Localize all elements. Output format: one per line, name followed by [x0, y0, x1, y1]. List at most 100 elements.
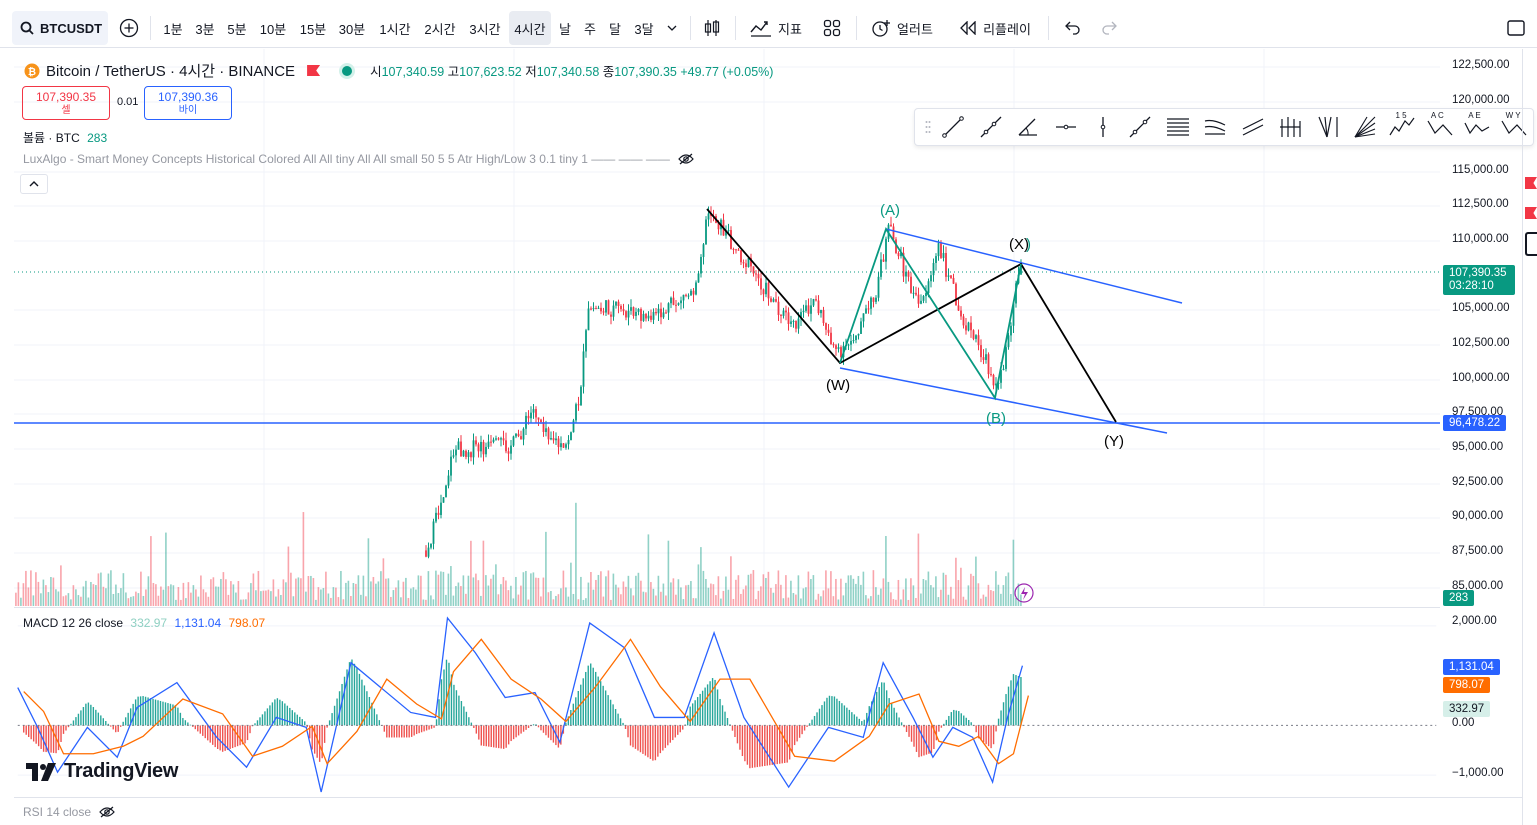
candle-body [780, 314, 782, 316]
collapse-legend-button[interactable] [20, 174, 48, 194]
pitchfork-icon[interactable] [1271, 109, 1308, 145]
volume-bar [880, 588, 882, 606]
volume-bar [755, 599, 757, 606]
symbol-search-button[interactable]: BTCUSDT [12, 11, 108, 45]
volume-bar [75, 589, 77, 606]
candle-body [495, 438, 497, 440]
flat-channel-icon[interactable] [1234, 109, 1271, 145]
redo-button[interactable] [1096, 11, 1124, 45]
interval-10m[interactable]: 10분 [259, 21, 287, 37]
eye-hidden-icon[interactable] [678, 153, 694, 165]
volume-bar [432, 599, 435, 606]
divider [856, 16, 857, 40]
macd-axis[interactable]: 2,000.00 0.00 −1,000.00 [1440, 607, 1522, 797]
panel-toggle-button[interactable] [1525, 232, 1537, 256]
regression-channel-icon[interactable] [1197, 109, 1234, 145]
flag-icon[interactable] [1525, 207, 1537, 219]
interval-5m[interactable]: 5분 [227, 21, 247, 37]
schiff-pitchfork-icon[interactable] [1309, 109, 1346, 145]
undo-button[interactable] [1058, 11, 1086, 45]
interval-1m[interactable]: 1분 [163, 21, 183, 37]
candle-body [920, 300, 922, 304]
volume-bar [902, 589, 905, 606]
candle-body [602, 311, 605, 313]
volume-bar [32, 595, 35, 606]
macd-histogram-bar [72, 720, 75, 726]
parallel-channel-icon[interactable] [1159, 109, 1196, 145]
candle-body [520, 436, 522, 440]
double-combo-wave-icon[interactable]: W Y [1496, 109, 1533, 145]
trend-line-icon[interactable] [935, 109, 972, 145]
macd-legend[interactable]: MACD 12 26 close 332.97 1,131.04 798.07 [23, 616, 265, 630]
luxalgo-legend[interactable]: LuxAlgo - Smart Money Concepts Historica… [23, 152, 694, 166]
volume-bar [555, 595, 557, 606]
interval-3m[interactable]: 3분 [195, 21, 215, 37]
wxy-wave-line[interactable] [706, 208, 1117, 423]
tradingview-logo[interactable]: TradingView [26, 760, 178, 783]
interval-3h[interactable]: 3시간 [469, 21, 501, 37]
price-axis[interactable]: 122,500.00 120,000.00 115,000.00 112,500.00… [1440, 49, 1522, 606]
triangle-wave-icon[interactable]: A E [1458, 109, 1495, 145]
macd-tick: −1,000.00 [1452, 767, 1504, 779]
macd-histogram-bar [373, 708, 376, 726]
vertical-line-icon[interactable] [1084, 109, 1121, 145]
macd-histogram-bar [649, 725, 652, 759]
macd-histogram-bar [480, 725, 482, 746]
abc-wave-line[interactable] [839, 226, 1022, 401]
macd-histogram-bar [520, 725, 522, 734]
horizontal-ray-icon[interactable] [1047, 109, 1084, 145]
impulse-wave-icon[interactable]: 1 5 [1383, 109, 1420, 145]
volume-bar [955, 557, 957, 606]
channel-lower-line[interactable] [839, 367, 1168, 434]
alert-button[interactable]: 얼러트 [864, 11, 940, 45]
fullscreen-button[interactable] [1503, 11, 1529, 45]
volume-bar [572, 593, 575, 606]
macd-histogram-bar [1017, 676, 1020, 726]
layouts-button[interactable] [817, 11, 847, 45]
interval-dropdown[interactable] [662, 11, 682, 45]
macd-histogram-bar [194, 725, 197, 730]
volume-bar [30, 570, 32, 606]
volume-bar [657, 575, 660, 606]
rsi-pane[interactable]: RSI 14 close [14, 797, 1522, 825]
macd-histogram-bar [861, 721, 863, 726]
ray-icon[interactable] [972, 109, 1009, 145]
drag-handle-icon[interactable] [921, 109, 935, 145]
interval-month[interactable]: 달 [609, 21, 621, 37]
interval-2h[interactable]: 2시간 [424, 21, 456, 37]
candle-body [927, 281, 930, 294]
interval-30m[interactable]: 30분 [338, 21, 366, 37]
macd-histogram-bar [736, 725, 739, 744]
fan-icon[interactable] [1346, 109, 1383, 145]
flag-icon[interactable] [1525, 177, 1537, 189]
macd-histogram-bar [801, 725, 803, 735]
macd-pane[interactable] [14, 607, 1440, 797]
rsi-legend[interactable]: RSI 14 close [23, 805, 115, 819]
interval-1h[interactable]: 1시간 [379, 21, 411, 37]
indicators-button[interactable]: 지표 [745, 11, 807, 45]
flag-icon[interactable] [307, 65, 321, 76]
interval-day[interactable]: 날 [559, 21, 571, 37]
interval-3month[interactable]: 3달 [634, 21, 654, 37]
buy-button[interactable]: 107,390.36 바이 [144, 86, 232, 120]
replay-button[interactable]: 리플레이 [952, 11, 1038, 45]
candle-body [950, 275, 952, 278]
correction-wave-icon[interactable]: A C [1421, 109, 1458, 145]
channel-upper-line[interactable] [885, 228, 1183, 304]
chart-type-button[interactable] [697, 11, 727, 45]
candle-body [862, 313, 865, 322]
symbol-label: BTCUSDT [40, 20, 103, 36]
interval-4h[interactable]: 4시간 [509, 11, 551, 45]
eye-hidden-icon[interactable] [99, 806, 115, 818]
trend-angle-icon[interactable] [1010, 109, 1047, 145]
compare-add-button[interactable] [116, 11, 142, 45]
sell-button[interactable]: 107,390.35 셀 [22, 86, 110, 120]
volume-bar [102, 586, 105, 606]
extended-line-icon[interactable] [1122, 109, 1159, 145]
volume-tag: 283 [1443, 590, 1475, 606]
price-chart[interactable] [14, 49, 1440, 606]
volume-bar [222, 572, 225, 606]
macd-histogram-bar [209, 725, 211, 743]
interval-15m[interactable]: 15분 [299, 21, 327, 37]
interval-week[interactable]: 주 [584, 21, 596, 37]
